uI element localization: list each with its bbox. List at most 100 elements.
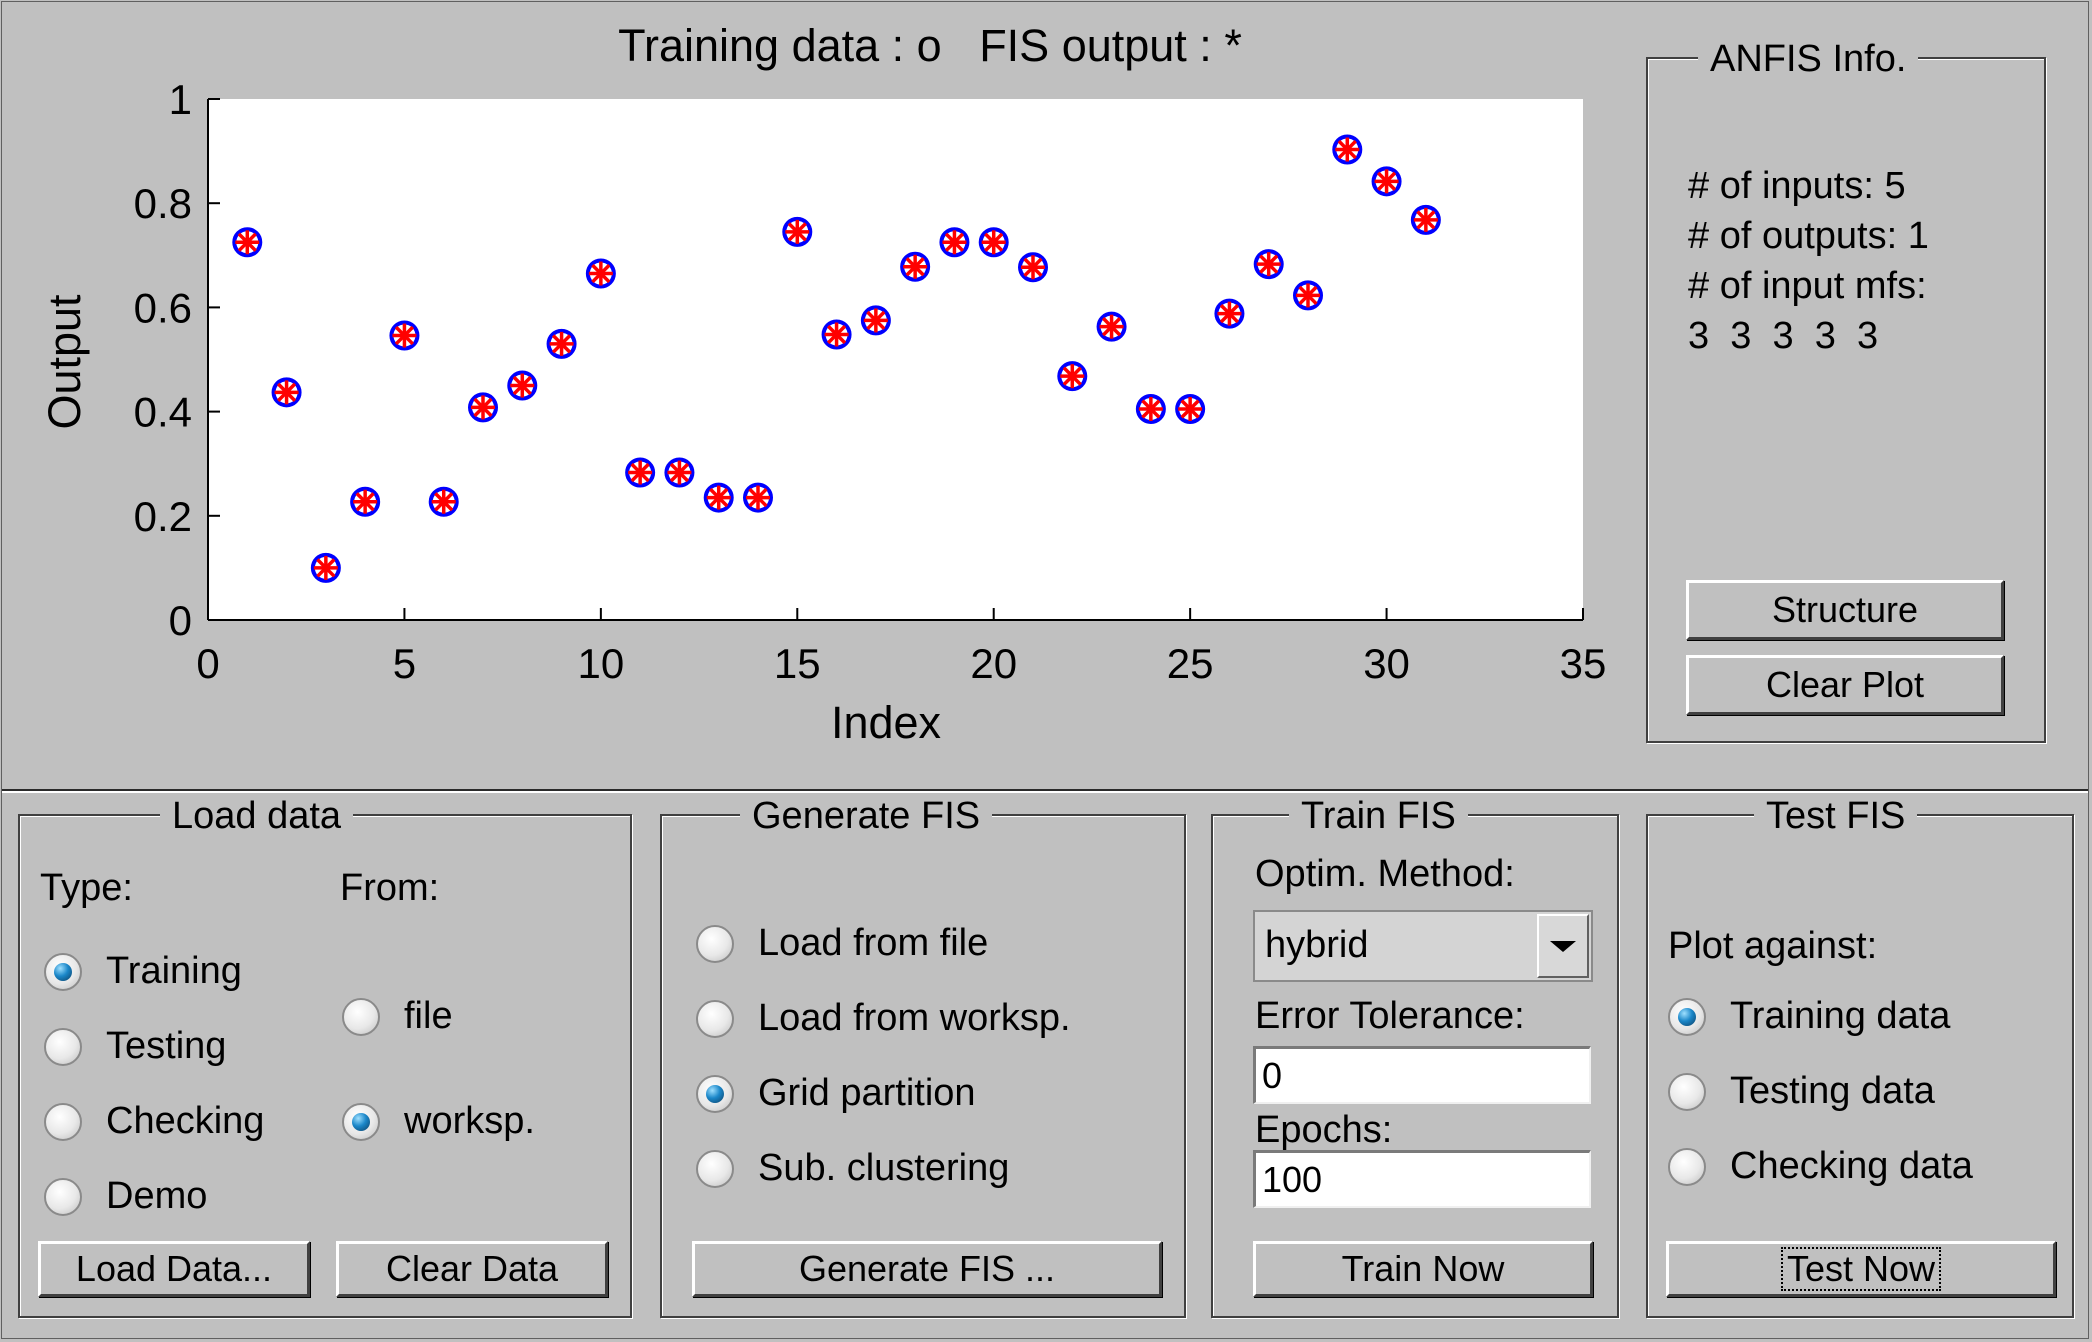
training-data-point [389, 320, 420, 351]
x-tick-label: 10 [577, 640, 624, 687]
train-fis-title: Train FIS [1289, 794, 1468, 838]
training-data-point [782, 216, 813, 247]
radio-label: worksp. [404, 1100, 535, 1142]
training-data-point [1293, 280, 1323, 311]
radio-label: Demo [106, 1175, 208, 1217]
training-data-point [860, 305, 891, 336]
fis-output-point [510, 373, 535, 398]
fis-output-point [1256, 252, 1281, 277]
radio-indicator [342, 1102, 380, 1141]
training-data-point [1371, 166, 1402, 197]
clear-data-button[interactable]: Clear Data [336, 1241, 608, 1297]
radio-type-training[interactable]: Training [44, 950, 242, 993]
load-data-title: Load data [160, 794, 354, 838]
train-now-button[interactable]: Train Now [1253, 1241, 1593, 1297]
radio-load-from-file[interactable]: Load from file [696, 922, 988, 965]
training-data-point [310, 552, 341, 583]
optim-method-select[interactable]: hybrid [1253, 910, 1593, 982]
training-data-point [821, 319, 852, 350]
radio-type-demo[interactable]: Demo [44, 1175, 207, 1218]
training-data-point [939, 227, 970, 258]
scatter-plot: 0 5 10 15 20 25 30 35 0 0.2 0.4 0.6 0.8 1 Index Outpu… [39, 76, 1607, 748]
error-tolerance-field[interactable] [1253, 1046, 1591, 1104]
radio-indicator [44, 952, 82, 991]
chevron-down-icon [1550, 940, 1576, 952]
training-data-point [1096, 311, 1127, 342]
training-data-point [428, 486, 459, 517]
x-tick-label: 0 [196, 640, 219, 687]
radio-type-checking[interactable]: Checking [44, 1100, 264, 1143]
training-data-point [1057, 361, 1088, 392]
radio-source-file[interactable]: file [342, 995, 453, 1038]
fis-output-point [1374, 169, 1399, 194]
radio-label: Load from worksp. [758, 997, 1071, 1039]
optim-method-value: hybrid [1265, 924, 1369, 966]
fis-output-point [1335, 137, 1360, 162]
radio-plot-checking-data[interactable]: Checking data [1668, 1145, 1973, 1188]
fis-output-point [392, 323, 417, 348]
training-data-point [978, 227, 1009, 258]
radio-source-worksp[interactable]: worksp. [342, 1100, 535, 1143]
radio-type-testing[interactable]: Testing [44, 1025, 226, 1068]
x-tick-label: 15 [774, 640, 821, 687]
fis-output-point [706, 485, 731, 510]
fis-output-point [431, 489, 456, 514]
training-data-point [664, 457, 695, 488]
radio-indicator [696, 999, 734, 1038]
y-tick-label: 1 [169, 76, 192, 123]
radio-sub-clustering[interactable]: Sub. clustering [696, 1147, 1009, 1190]
training-data-point [350, 486, 381, 517]
panel-divider [2, 789, 2088, 793]
training-data-point [1214, 298, 1245, 329]
fis-output-point [235, 230, 260, 255]
training-data-point [625, 457, 656, 488]
x-axis-label: Index [831, 697, 942, 748]
test-fis-title: Test FIS [1754, 794, 1918, 838]
epochs-field[interactable] [1253, 1150, 1591, 1208]
training-data-point [743, 482, 773, 513]
input-mfs-values: 3 3 3 3 3 [1688, 315, 1879, 357]
radio-label: Training [106, 950, 242, 992]
training-data-point [507, 370, 538, 401]
plot-area [208, 99, 1583, 620]
fis-output-point [667, 460, 692, 485]
dropdown-button[interactable] [1537, 914, 1589, 978]
radio-indicator [696, 924, 734, 963]
load-data-button[interactable]: Load Data... [38, 1241, 310, 1297]
clear-plot-button[interactable]: Clear Plot [1686, 655, 2004, 715]
radio-indicator [696, 1149, 734, 1188]
error-tolerance-label: Error Tolerance: [1255, 995, 1525, 1037]
radio-indicator [1668, 997, 1706, 1036]
radio-indicator [342, 997, 380, 1036]
radio-load-from-worksp[interactable]: Load from worksp. [696, 997, 1071, 1040]
fis-output-point [1099, 314, 1124, 339]
x-tick-label: 5 [393, 640, 416, 687]
training-data-point [1332, 134, 1363, 165]
structure-button[interactable]: Structure [1686, 580, 2004, 640]
fis-output-point [1021, 255, 1045, 280]
type-label: Type: [40, 867, 133, 909]
training-data-point [271, 377, 302, 408]
fis-output-point [588, 261, 613, 286]
fis-output-point [863, 308, 888, 333]
plot-marks [232, 134, 1441, 583]
training-data-point [585, 258, 616, 289]
test-now-button[interactable]: Test Now [1666, 1241, 2056, 1297]
y-tick-label: 0.6 [134, 284, 192, 331]
radio-plot-testing-data[interactable]: Testing data [1668, 1070, 1935, 1113]
anfis-info-title: ANFIS Info. [1698, 37, 1919, 81]
fis-output-point [313, 555, 338, 580]
training-data-point [1253, 249, 1284, 280]
training-data-point [900, 251, 931, 282]
training-data-point [468, 392, 498, 423]
fis-output-point [981, 230, 1006, 255]
generate-fis-button[interactable]: Generate FIS ... [692, 1241, 1162, 1297]
fis-output-point [549, 331, 574, 356]
radio-grid-partition[interactable]: Grid partition [696, 1072, 976, 1115]
fis-output-point [1413, 207, 1438, 232]
plot-against-label: Plot against: [1668, 925, 1878, 967]
test-now-label: Test Now [1780, 1247, 1942, 1291]
radio-plot-training-data[interactable]: Training data [1668, 995, 1950, 1038]
y-tick-label: 0 [169, 597, 192, 644]
x-tick-label: 35 [1560, 640, 1607, 687]
